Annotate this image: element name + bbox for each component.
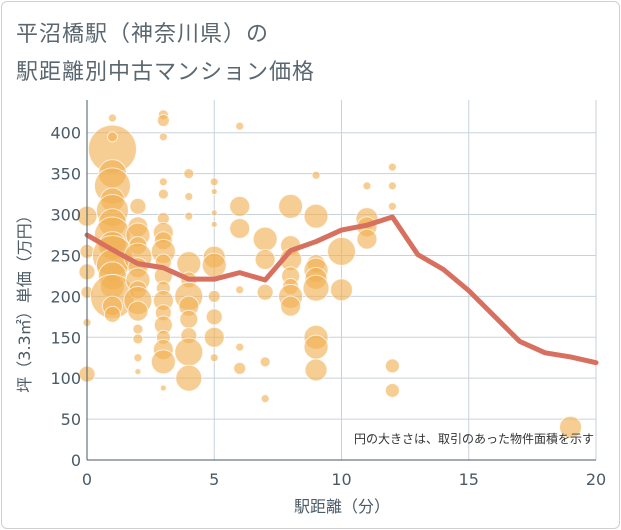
bubble-point-100 bbox=[302, 274, 330, 302]
bubble-point-88 bbox=[278, 193, 304, 219]
bubble-point-103 bbox=[304, 358, 328, 382]
bubble-point-63 bbox=[179, 309, 199, 329]
y-tick-label-300: 300 bbox=[50, 206, 81, 225]
y-tick-label-350: 350 bbox=[50, 165, 81, 184]
bubble-point-73 bbox=[207, 289, 221, 303]
bubble-point-106 bbox=[362, 181, 372, 191]
bubble-point-72 bbox=[201, 252, 227, 278]
bubble-point-114 bbox=[384, 382, 400, 398]
bubble-layer bbox=[76, 109, 583, 439]
y-tick-label-250: 250 bbox=[50, 246, 81, 265]
bubble-point-38 bbox=[156, 113, 170, 127]
x-tick-label-20: 20 bbox=[586, 470, 606, 489]
bubble-point-95 bbox=[311, 170, 321, 180]
trend-line-layer bbox=[84, 214, 599, 366]
bubble-point-54 bbox=[150, 349, 176, 375]
bubble-point-36 bbox=[134, 368, 142, 376]
bubble-point-82 bbox=[233, 361, 247, 375]
bubble-point-96 bbox=[303, 203, 329, 229]
bubble-point-87 bbox=[260, 394, 270, 404]
x-axis-label: 駅距離（分） bbox=[294, 497, 390, 516]
bubble-point-112 bbox=[387, 201, 397, 211]
bubble-point-115 bbox=[559, 415, 583, 439]
bubble-point-32 bbox=[127, 300, 149, 322]
bubble-point-84 bbox=[254, 249, 276, 271]
x-tick-label-10: 10 bbox=[331, 470, 351, 489]
y-tick-label-100: 100 bbox=[50, 369, 81, 388]
bubble-point-94 bbox=[280, 295, 302, 317]
x-tick-label-0: 0 bbox=[82, 470, 92, 489]
bubble-point-102 bbox=[303, 334, 329, 360]
bubble-point-110 bbox=[387, 162, 397, 172]
bubble-point-74 bbox=[205, 308, 223, 326]
bubble-point-34 bbox=[132, 333, 144, 345]
bubble-point-70 bbox=[210, 220, 218, 228]
x-tick-label-15: 15 bbox=[459, 470, 479, 489]
bubble-point-86 bbox=[259, 356, 271, 368]
bubble-point-105 bbox=[330, 278, 353, 302]
bubble-point-68 bbox=[210, 188, 218, 196]
bubble-point-67 bbox=[209, 177, 219, 187]
bubble-point-33 bbox=[132, 323, 144, 335]
bubble-point-79 bbox=[229, 217, 251, 239]
y-tick-label-50: 50 bbox=[61, 410, 81, 429]
bubble-point-58 bbox=[184, 211, 194, 221]
bubble-point-20 bbox=[103, 305, 121, 323]
bubble-point-109 bbox=[356, 228, 378, 250]
bubble-point-111 bbox=[387, 181, 397, 191]
bubble-point-55 bbox=[159, 384, 167, 392]
bubble-point-65 bbox=[174, 337, 204, 367]
bubble-point-56 bbox=[183, 168, 195, 180]
x-tick-label-5: 5 bbox=[209, 470, 219, 489]
bubble-point-57 bbox=[184, 192, 194, 202]
axes: 0 50 100 150 200 250 300 350 400 0 5 10 15 20 bbox=[50, 100, 606, 489]
bubble-point-104 bbox=[327, 236, 356, 266]
bubble-point-22 bbox=[106, 131, 118, 143]
bubble-point-113 bbox=[384, 358, 400, 374]
size-annotation: 円の大きさは、取引のあった物件面積を示す bbox=[354, 431, 594, 446]
y-tick-label-200: 200 bbox=[50, 287, 81, 306]
y-tick-label-400: 400 bbox=[50, 124, 81, 143]
bubble-point-21 bbox=[107, 113, 117, 123]
bubble-point-85 bbox=[256, 283, 274, 301]
bubble-point-81 bbox=[235, 342, 245, 352]
bubble-point-75 bbox=[203, 326, 225, 348]
bubble-point-77 bbox=[235, 121, 245, 131]
y-axis-label: 坪（3.3㎡）単価（万円） bbox=[15, 207, 34, 392]
bubble-point-23 bbox=[129, 197, 147, 215]
bubble-point-78 bbox=[229, 195, 251, 217]
bubble-point-69 bbox=[210, 209, 218, 217]
bubble-point-39 bbox=[158, 132, 168, 142]
bubble-point-35 bbox=[133, 353, 143, 363]
bubble-point-80 bbox=[235, 285, 245, 295]
bubble-point-66 bbox=[175, 364, 203, 392]
average-price-line-0 bbox=[84, 214, 599, 366]
y-tick-label-0: 0 bbox=[71, 451, 81, 470]
bubble-point-41 bbox=[157, 188, 169, 200]
chart-title-line1: 平沼橋駅（神奈川県）の bbox=[16, 22, 270, 47]
bubble-point-83 bbox=[252, 226, 278, 252]
y-tick-label-150: 150 bbox=[50, 328, 81, 347]
bubble-point-40 bbox=[158, 177, 168, 187]
bubble-point-76 bbox=[209, 353, 219, 363]
chart-title-line2: 駅距離別中古マンション価格 bbox=[16, 60, 316, 85]
